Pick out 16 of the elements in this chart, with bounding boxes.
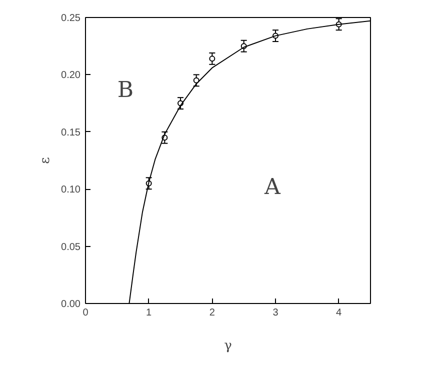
x-tick-label: 4 <box>336 308 342 318</box>
y-tick-label: 0.20 <box>61 70 81 82</box>
y-axis-title: ε <box>38 156 54 164</box>
y-tick-label: 0.10 <box>61 184 81 196</box>
x-tick-label: 1 <box>146 308 152 318</box>
y-tick-label: 0.05 <box>61 242 81 253</box>
y-tick-label: 0.25 <box>61 13 81 24</box>
x-axis-title: γ <box>224 338 232 354</box>
point <box>209 56 216 62</box>
annotation: A <box>264 175 282 200</box>
x-tick-label: 0 <box>82 308 89 318</box>
y-tick-label: 0.00 <box>61 299 81 310</box>
y-tick-label: 0.15 <box>61 127 81 138</box>
annotation: B <box>117 78 134 103</box>
x-tick-label: 2 <box>209 308 216 318</box>
x-tick-label: 3 <box>272 308 279 318</box>
